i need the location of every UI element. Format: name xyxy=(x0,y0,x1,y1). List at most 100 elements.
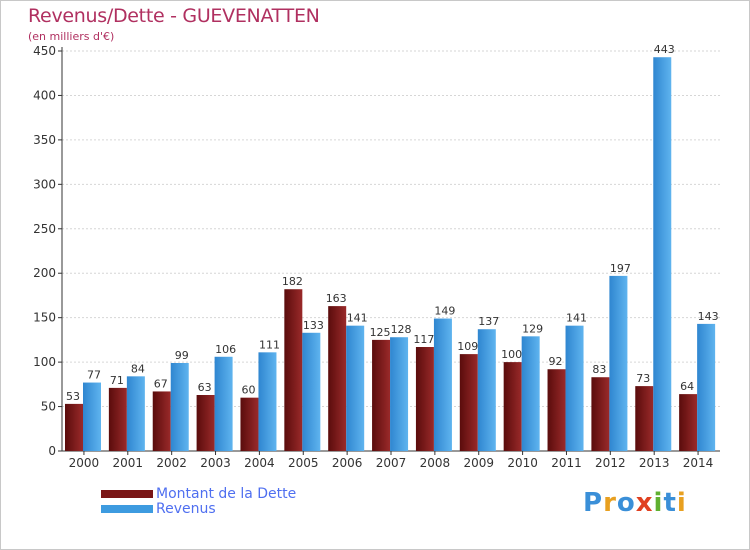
x-tick-label: 2014 xyxy=(683,456,714,470)
y-tick-label: 200 xyxy=(33,266,56,280)
x-tick-label: 2009 xyxy=(463,456,494,470)
data-label-revenus: 128 xyxy=(391,323,412,336)
bar-dette xyxy=(415,347,434,451)
bar-dette xyxy=(240,397,259,451)
bar-dette xyxy=(372,339,391,451)
bar-dette xyxy=(635,386,654,451)
y-tick-label: 400 xyxy=(33,88,56,102)
data-label-revenus: 141 xyxy=(347,312,368,325)
y-tick-label: 150 xyxy=(33,311,56,325)
bar-revenus xyxy=(126,376,145,451)
bar-revenus xyxy=(653,57,672,451)
legend-swatch-dette xyxy=(101,490,153,498)
data-label-revenus: 197 xyxy=(610,262,631,275)
logo-letter: o xyxy=(616,488,636,518)
data-label-dette: 163 xyxy=(326,292,347,305)
legend-label-dette: Montant de la Dette xyxy=(156,486,297,502)
x-tick-label: 2008 xyxy=(420,456,451,470)
y-tick-label: 450 xyxy=(33,44,56,58)
data-label-dette: 71 xyxy=(110,374,124,387)
data-label-dette: 64 xyxy=(680,380,694,393)
data-label-revenus: 99 xyxy=(175,349,189,362)
legend-swatch-revenus xyxy=(101,505,153,513)
bar-dette xyxy=(108,387,127,451)
y-tick-label: 100 xyxy=(33,355,56,369)
x-tick-label: 2007 xyxy=(376,456,407,470)
bar-revenus xyxy=(565,325,584,451)
data-label-dette: 67 xyxy=(154,377,168,390)
logo-letter: i xyxy=(653,488,664,518)
proxiti-logo[interactable]: Proxiti xyxy=(583,488,687,518)
data-label-dette: 92 xyxy=(549,355,563,368)
data-label-revenus: 133 xyxy=(303,319,324,332)
bar-revenus xyxy=(521,336,540,451)
data-label-dette: 63 xyxy=(198,381,212,394)
logo-letter: t xyxy=(663,488,677,518)
data-label-revenus: 106 xyxy=(215,343,236,356)
x-tick-label: 2000 xyxy=(69,456,100,470)
x-tick-label: 2011 xyxy=(551,456,582,470)
bar-dette xyxy=(196,395,215,451)
bar-dette xyxy=(679,394,698,451)
x-tick-label: 2013 xyxy=(639,456,670,470)
bar-revenus xyxy=(477,329,496,451)
y-tick-label: 250 xyxy=(33,222,56,236)
data-label-revenus: 149 xyxy=(434,305,455,318)
data-label-dette: 117 xyxy=(413,333,434,346)
y-tick-label: 50 xyxy=(41,400,56,414)
data-label-dette: 73 xyxy=(636,372,650,385)
data-label-revenus: 111 xyxy=(259,338,280,351)
data-label-dette: 100 xyxy=(501,348,522,361)
data-label-dette: 53 xyxy=(66,390,80,403)
bar-dette xyxy=(547,369,566,451)
bar-dette xyxy=(65,403,83,451)
x-tick-label: 2004 xyxy=(244,456,275,470)
bar-revenus xyxy=(258,352,277,451)
data-label-revenus: 77 xyxy=(87,369,101,382)
bar-revenus xyxy=(609,275,628,451)
logo-letter: i xyxy=(676,488,687,518)
data-label-dette: 83 xyxy=(592,363,606,376)
x-tick-label: 2010 xyxy=(507,456,538,470)
logo-letter: r xyxy=(603,488,617,518)
bar-dette xyxy=(591,377,610,451)
bar-dette xyxy=(503,362,522,451)
x-tick-label: 2012 xyxy=(595,456,626,470)
x-tick-label: 2001 xyxy=(113,456,144,470)
logo-letter: P xyxy=(583,488,604,518)
legend-label-revenus: Revenus xyxy=(156,501,216,517)
bar-dette xyxy=(284,289,303,451)
bar-revenus xyxy=(214,356,233,451)
data-label-revenus: 129 xyxy=(522,322,543,335)
y-tick-label: 350 xyxy=(33,133,56,147)
x-tick-label: 2005 xyxy=(288,456,319,470)
x-tick-label: 2006 xyxy=(332,456,363,470)
bar-revenus xyxy=(433,318,452,451)
data-label-dette: 125 xyxy=(370,326,391,339)
y-tick-label: 300 xyxy=(33,177,56,191)
chart-subtitle: (en milliers d'€) xyxy=(28,30,115,43)
data-label-revenus: 443 xyxy=(654,43,675,56)
bar-revenus xyxy=(697,323,716,451)
data-label-revenus: 84 xyxy=(131,362,145,375)
bar-revenus xyxy=(170,363,189,451)
y-tick-label: 0 xyxy=(48,444,56,458)
bar-dette xyxy=(459,354,478,451)
bar-dette xyxy=(328,306,347,451)
data-label-dette: 182 xyxy=(282,275,303,288)
bar-dette xyxy=(152,391,171,451)
bar-revenus xyxy=(346,325,365,451)
data-label-dette: 60 xyxy=(241,384,255,397)
data-label-dette: 109 xyxy=(457,340,478,353)
bar-revenus xyxy=(302,332,321,451)
data-label-revenus: 137 xyxy=(478,315,499,328)
data-label-revenus: 141 xyxy=(566,312,587,325)
chart-title: Revenus/Dette - GUEVENATTEN xyxy=(28,5,320,27)
bar-revenus xyxy=(390,337,409,451)
bar-revenus xyxy=(83,382,101,451)
data-label-revenus: 143 xyxy=(698,310,719,323)
x-tick-label: 2002 xyxy=(156,456,187,470)
x-tick-label: 2003 xyxy=(200,456,231,470)
